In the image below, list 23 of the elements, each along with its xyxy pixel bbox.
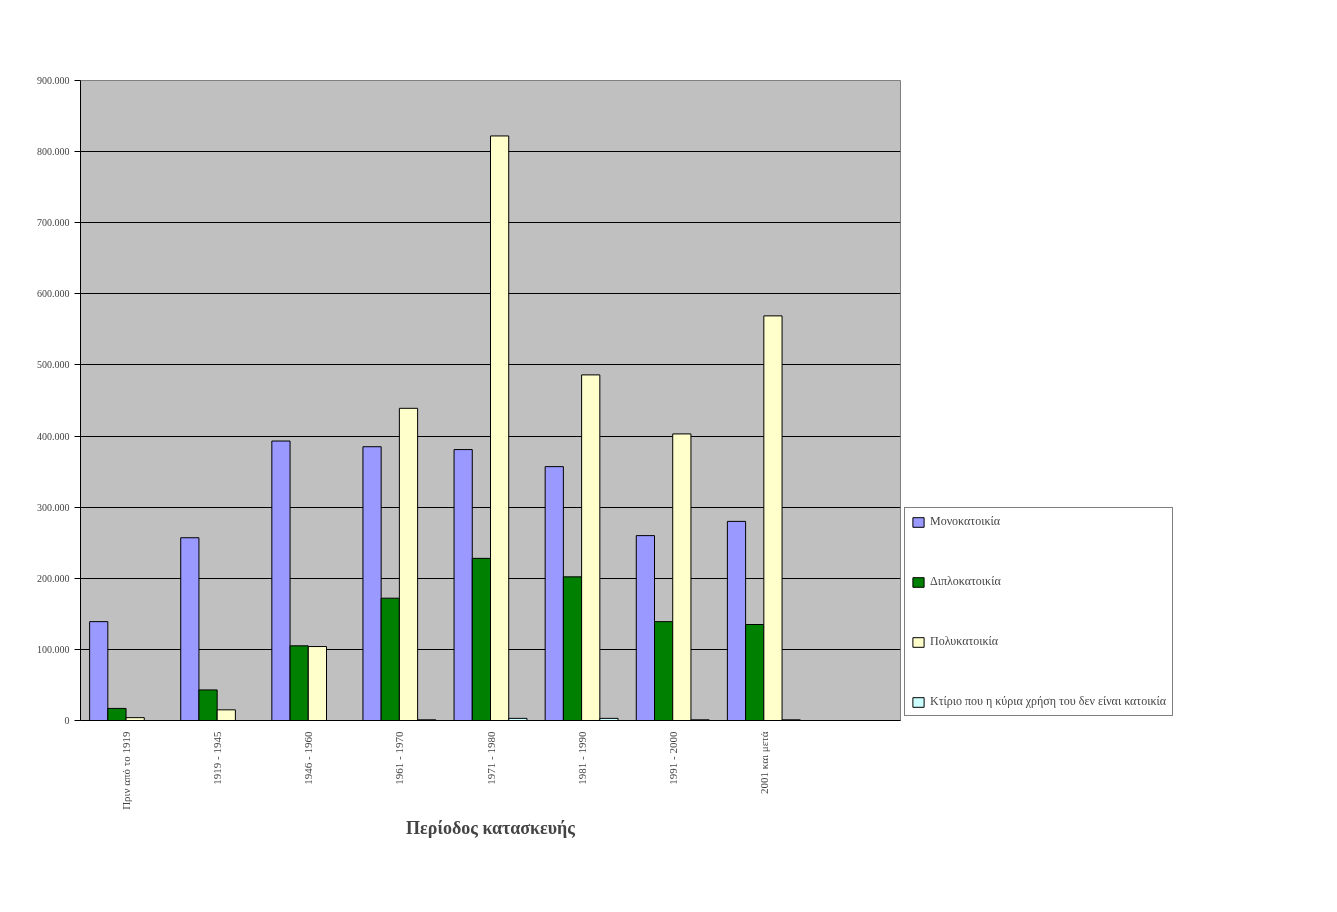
x-tick-label: 2001 και μετά: [757, 731, 770, 794]
y-tick-label: 400.000: [37, 430, 70, 442]
y-tick-label: 0: [64, 715, 70, 726]
y-tick-label: 100.000: [37, 643, 70, 655]
y-tick-label: 700.000: [37, 217, 70, 229]
x-axis-title: Περίοδος κατασκευής: [406, 817, 576, 838]
legend-label: Διπλοκατοικία: [930, 574, 1001, 589]
y-tick-label: 500.000: [37, 359, 70, 371]
x-tick-label: 1971 - 1980: [484, 731, 497, 785]
x-tick-label: 1991 - 2000: [666, 731, 679, 785]
x-tick-label: 1919 - 1945: [211, 731, 224, 785]
y-tick-label: 600.000: [37, 288, 70, 300]
legend-label: Μονοκατοικία: [930, 514, 1000, 529]
y-tick-label: 200.000: [37, 572, 70, 584]
legend-label: Πολυκατοικία: [930, 634, 999, 649]
x-tick-label: 1946 - 1960: [302, 731, 315, 785]
y-tick-label: 300.000: [37, 501, 70, 513]
x-tick-label: 1981 - 1990: [575, 731, 588, 785]
y-tick-label: 800.000: [37, 146, 70, 158]
x-tick-label: Πριν από το 1919: [120, 731, 133, 810]
x-tick-label: 1961 - 1970: [393, 731, 406, 785]
y-tick-label: 900.000: [37, 75, 70, 86]
legend-label: Κτίριο που η κύρια χρήση του δεν είναι κατοικία: [930, 694, 1166, 709]
